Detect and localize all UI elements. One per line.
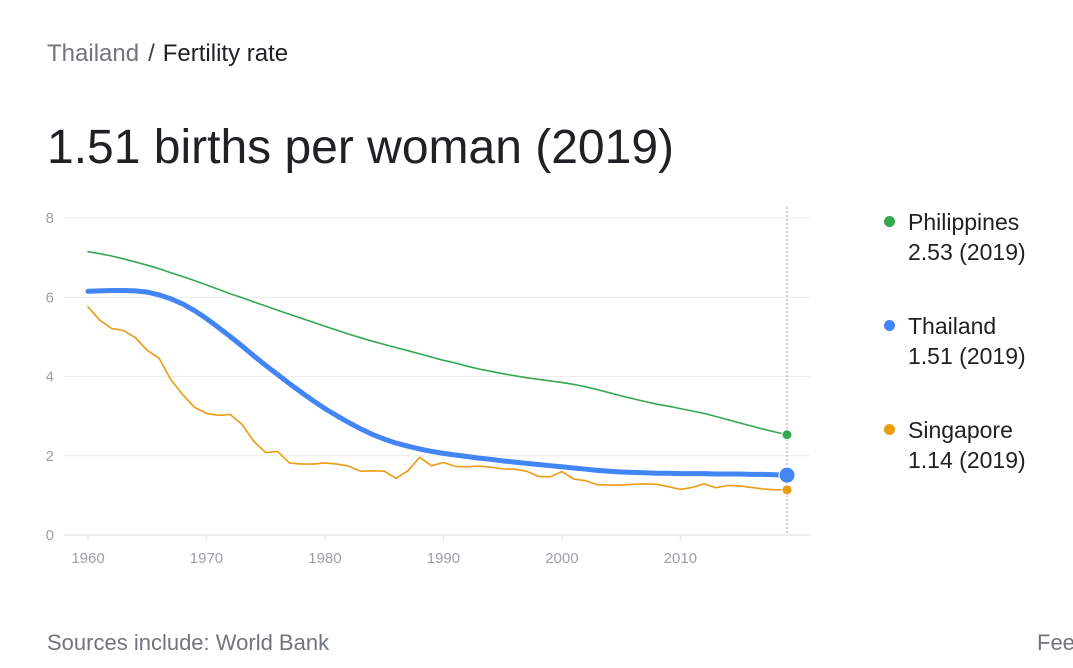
x-tick-label: 1990 [427,550,460,567]
sources-note: Sources include: World Bank [47,628,329,658]
legend-name: Singapore [908,417,1013,443]
y-tick-label: 4 [46,369,54,386]
x-axis-ticks: 1960 1970 1980 1990 2000 2010 [71,535,697,567]
y-axis-ticks: 0 2 4 6 8 [46,210,54,544]
breadcrumb-current: Fertility rate [162,40,289,67]
x-tick-label: 1980 [308,550,341,567]
legend-name: Thailand [908,313,997,339]
page-title: 1.51 births per woman (2019) [47,121,674,174]
feedback-link[interactable]: Fee [1037,630,1073,655]
sources-link-world-bank[interactable]: World Bank [215,630,330,655]
series-line-thailand [85,288,790,478]
breadcrumb: Thailand / Fertility rate [47,38,288,70]
legend-value: 1.14 (2019) [908,447,1026,473]
y-tick-label: 8 [46,210,54,227]
end-point-thailand [778,466,796,484]
legend-dot-singapore [884,424,895,435]
x-tick-label: 2000 [545,550,578,567]
chart-end-markers [778,429,796,496]
legend-item-philippines[interactable]: Philippines 2.53 (2019) [880,207,1070,267]
x-tick-label: 1970 [190,550,223,567]
legend-item-singapore[interactable]: Singapore 1.14 (2019) [880,415,1070,475]
fertility-line-chart[interactable]: 0 2 4 6 8 1960 1970 1980 1990 2000 2010 [0,195,840,575]
breadcrumb-parent-link[interactable]: Thailand [47,40,140,67]
legend-dot-thailand [884,320,895,331]
legend-value: 1.51 (2019) [908,343,1026,369]
end-point-singapore [781,484,793,496]
legend-name: Philippines [908,209,1020,235]
sources-prefix: Sources include: [47,630,216,655]
chart-series [85,250,790,491]
series-line-philippines [87,250,788,436]
x-tick-label: 2010 [664,550,697,567]
series-line-singapore [87,306,788,491]
y-tick-label: 2 [46,448,54,465]
chart-legend: Philippines 2.53 (2019) Thailand 1.51 (2… [880,207,1070,519]
legend-item-thailand[interactable]: Thailand 1.51 (2019) [880,311,1070,371]
legend-dot-philippines [884,216,895,227]
legend-value: 2.53 (2019) [908,239,1026,265]
y-tick-label: 6 [46,289,54,306]
end-point-philippines [781,429,793,441]
breadcrumb-separator: / [148,40,155,67]
x-tick-label: 1960 [71,550,104,567]
y-tick-label: 0 [46,527,54,544]
